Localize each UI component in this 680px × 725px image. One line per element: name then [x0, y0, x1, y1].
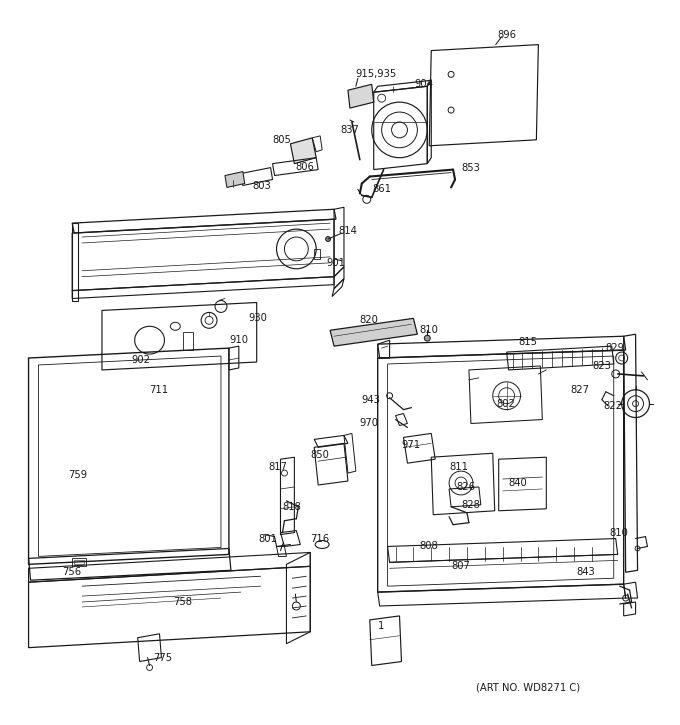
- Text: 814: 814: [338, 226, 357, 236]
- Text: 810: 810: [610, 528, 628, 538]
- Text: 910: 910: [229, 335, 248, 345]
- Text: 828: 828: [461, 500, 480, 510]
- Text: (ART NO. WD8271 C): (ART NO. WD8271 C): [477, 682, 581, 692]
- Text: 805: 805: [273, 135, 292, 145]
- Text: 758: 758: [173, 597, 192, 607]
- Text: 837: 837: [340, 125, 359, 135]
- Text: 811: 811: [449, 462, 468, 472]
- Text: 759: 759: [68, 470, 87, 480]
- Bar: [74, 560, 84, 564]
- Text: 818: 818: [282, 502, 301, 512]
- Text: 902: 902: [132, 355, 151, 365]
- Text: 820: 820: [360, 315, 379, 326]
- Text: 901: 901: [326, 258, 345, 268]
- Circle shape: [326, 236, 330, 241]
- Text: 971: 971: [401, 440, 421, 450]
- Text: 801: 801: [258, 534, 277, 544]
- Text: 806: 806: [295, 162, 314, 172]
- Polygon shape: [330, 318, 418, 346]
- Text: 896: 896: [498, 30, 517, 40]
- Text: 829: 829: [606, 343, 625, 353]
- Text: 930: 930: [249, 313, 268, 323]
- Text: 843: 843: [576, 567, 595, 577]
- Text: 822: 822: [604, 401, 623, 410]
- Text: 807: 807: [451, 561, 470, 571]
- Text: 711: 711: [150, 385, 169, 395]
- Bar: [184, 332, 193, 350]
- Text: 817: 817: [269, 462, 288, 472]
- Text: 808: 808: [420, 542, 438, 552]
- Text: 861: 861: [373, 184, 392, 194]
- Text: 904: 904: [414, 79, 433, 89]
- Text: 802: 802: [496, 399, 515, 409]
- Text: 827: 827: [570, 385, 589, 395]
- Text: 915,935: 915,935: [355, 70, 396, 79]
- Text: 826: 826: [456, 482, 475, 492]
- Text: 823: 823: [592, 361, 611, 371]
- Polygon shape: [225, 172, 245, 188]
- Text: 815: 815: [519, 337, 537, 347]
- Text: 853: 853: [461, 162, 480, 173]
- Polygon shape: [290, 138, 316, 164]
- Text: 840: 840: [509, 478, 528, 488]
- Text: 756: 756: [63, 567, 82, 577]
- Text: 1: 1: [377, 621, 384, 631]
- Text: 943: 943: [362, 394, 381, 405]
- Text: 775: 775: [154, 652, 173, 663]
- Text: 803: 803: [253, 181, 271, 191]
- Text: 970: 970: [360, 418, 379, 428]
- Bar: [72, 558, 86, 566]
- Text: 810: 810: [420, 326, 438, 335]
- Text: 850: 850: [310, 450, 329, 460]
- Circle shape: [424, 335, 430, 341]
- Polygon shape: [348, 84, 374, 108]
- Bar: [314, 249, 320, 259]
- Text: 716: 716: [310, 534, 329, 544]
